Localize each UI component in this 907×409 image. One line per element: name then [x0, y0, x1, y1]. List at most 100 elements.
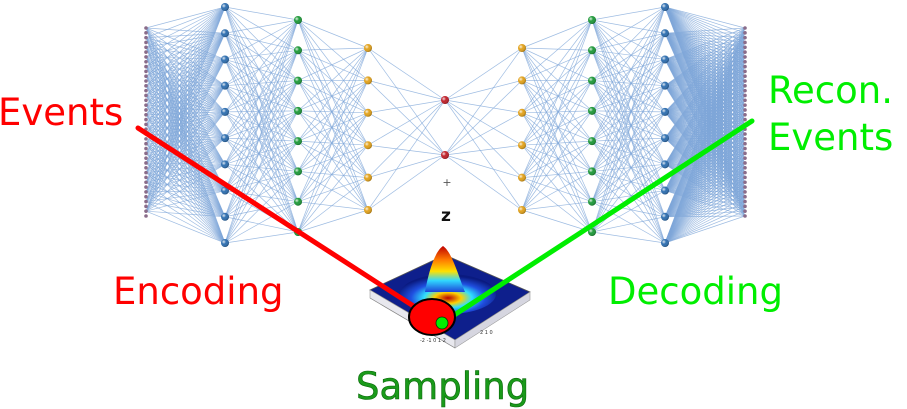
network-node	[743, 112, 747, 117]
network-edge	[444, 112, 523, 156]
network-node-shade	[518, 206, 526, 214]
network-edge	[591, 6, 666, 202]
network-edge	[297, 47, 369, 142]
network-edge	[591, 80, 666, 191]
network-edge	[145, 76, 226, 191]
network-edge	[591, 19, 666, 86]
network-node-shade	[661, 186, 669, 195]
network-edge	[664, 177, 746, 244]
network-edge	[145, 114, 226, 139]
network-edge	[591, 111, 666, 233]
network-edge	[664, 124, 746, 244]
network-edge	[521, 19, 593, 146]
network-node-shade	[221, 160, 229, 169]
network-edge	[224, 231, 299, 244]
network-edge	[367, 47, 446, 101]
network-edge	[145, 143, 226, 165]
latent-plus-marker: +	[442, 176, 451, 189]
network-edge	[224, 137, 299, 202]
network-node	[743, 165, 747, 170]
network-edge	[297, 140, 369, 178]
network-node	[144, 84, 148, 88]
network-edge	[591, 137, 666, 172]
network-edge	[224, 19, 299, 60]
network-edge	[224, 111, 299, 233]
network-edge	[145, 56, 226, 191]
network-edges	[145, 6, 746, 244]
network-edge	[224, 6, 299, 142]
network-edge	[145, 59, 226, 87]
network-edge	[145, 210, 226, 218]
network-edge	[521, 144, 593, 172]
network-edge	[591, 140, 666, 191]
network-edge	[145, 210, 226, 244]
network-edge	[664, 27, 746, 191]
recon-label-line2: Events	[768, 116, 893, 159]
network-edge	[224, 163, 299, 172]
network-edge	[591, 85, 666, 172]
network-edge	[521, 80, 593, 114]
network-edge	[664, 6, 746, 48]
network-edge	[444, 80, 523, 156]
network-node	[144, 214, 148, 218]
network-edge	[521, 140, 593, 211]
network-node-shade	[518, 44, 526, 52]
network-node	[743, 40, 747, 45]
network-edge	[591, 80, 666, 113]
network-edge	[521, 47, 593, 202]
network-node-shade	[221, 3, 229, 11]
network-edge	[145, 111, 226, 145]
network-node-shade	[588, 46, 596, 55]
network-edge	[591, 85, 666, 233]
network-edge	[521, 171, 593, 178]
decoding-label: Decoding	[608, 270, 783, 313]
network-edge	[591, 140, 666, 165]
network-edge	[521, 110, 593, 114]
network-node-shade	[661, 55, 669, 64]
network-node-shade	[221, 55, 229, 64]
network-edge	[297, 80, 369, 112]
network-edge	[664, 104, 746, 244]
network-edge	[224, 140, 299, 165]
network-node-shade	[364, 141, 372, 150]
network-edge	[145, 164, 226, 202]
network-node-shade	[364, 44, 372, 52]
network-node	[144, 170, 148, 175]
network-edge	[145, 85, 226, 217]
network-edge	[664, 32, 746, 63]
network-edge	[145, 191, 226, 218]
network-edge	[145, 6, 226, 212]
network-edge	[591, 19, 666, 244]
network-edge	[444, 47, 523, 156]
network-node	[144, 185, 148, 189]
network-edge	[297, 171, 369, 178]
network-edge	[664, 162, 746, 244]
network-edge	[591, 111, 666, 172]
network-edge	[145, 137, 226, 164]
network-edge	[591, 59, 666, 142]
network-edge	[591, 85, 666, 142]
network-edge	[521, 47, 593, 112]
network-edge	[367, 99, 446, 211]
network-edge	[591, 50, 666, 113]
network-edge	[224, 50, 299, 139]
network-edge	[591, 19, 666, 139]
network-node-shade	[588, 106, 596, 115]
network-edge	[145, 6, 226, 29]
network-node	[144, 74, 148, 79]
network-edge	[297, 50, 369, 211]
network-edge	[664, 191, 746, 244]
network-edge	[591, 59, 666, 112]
network-node	[743, 137, 747, 141]
network-edge	[521, 110, 593, 146]
network-edge	[297, 50, 369, 114]
network-edge	[145, 6, 226, 87]
network-edge	[591, 19, 666, 34]
network-node	[743, 84, 747, 88]
network-node	[144, 194, 148, 199]
network-edge	[591, 32, 666, 81]
network-edge	[591, 80, 666, 165]
network-node	[743, 141, 747, 146]
network-edge	[444, 99, 523, 178]
network-edge	[444, 80, 523, 101]
